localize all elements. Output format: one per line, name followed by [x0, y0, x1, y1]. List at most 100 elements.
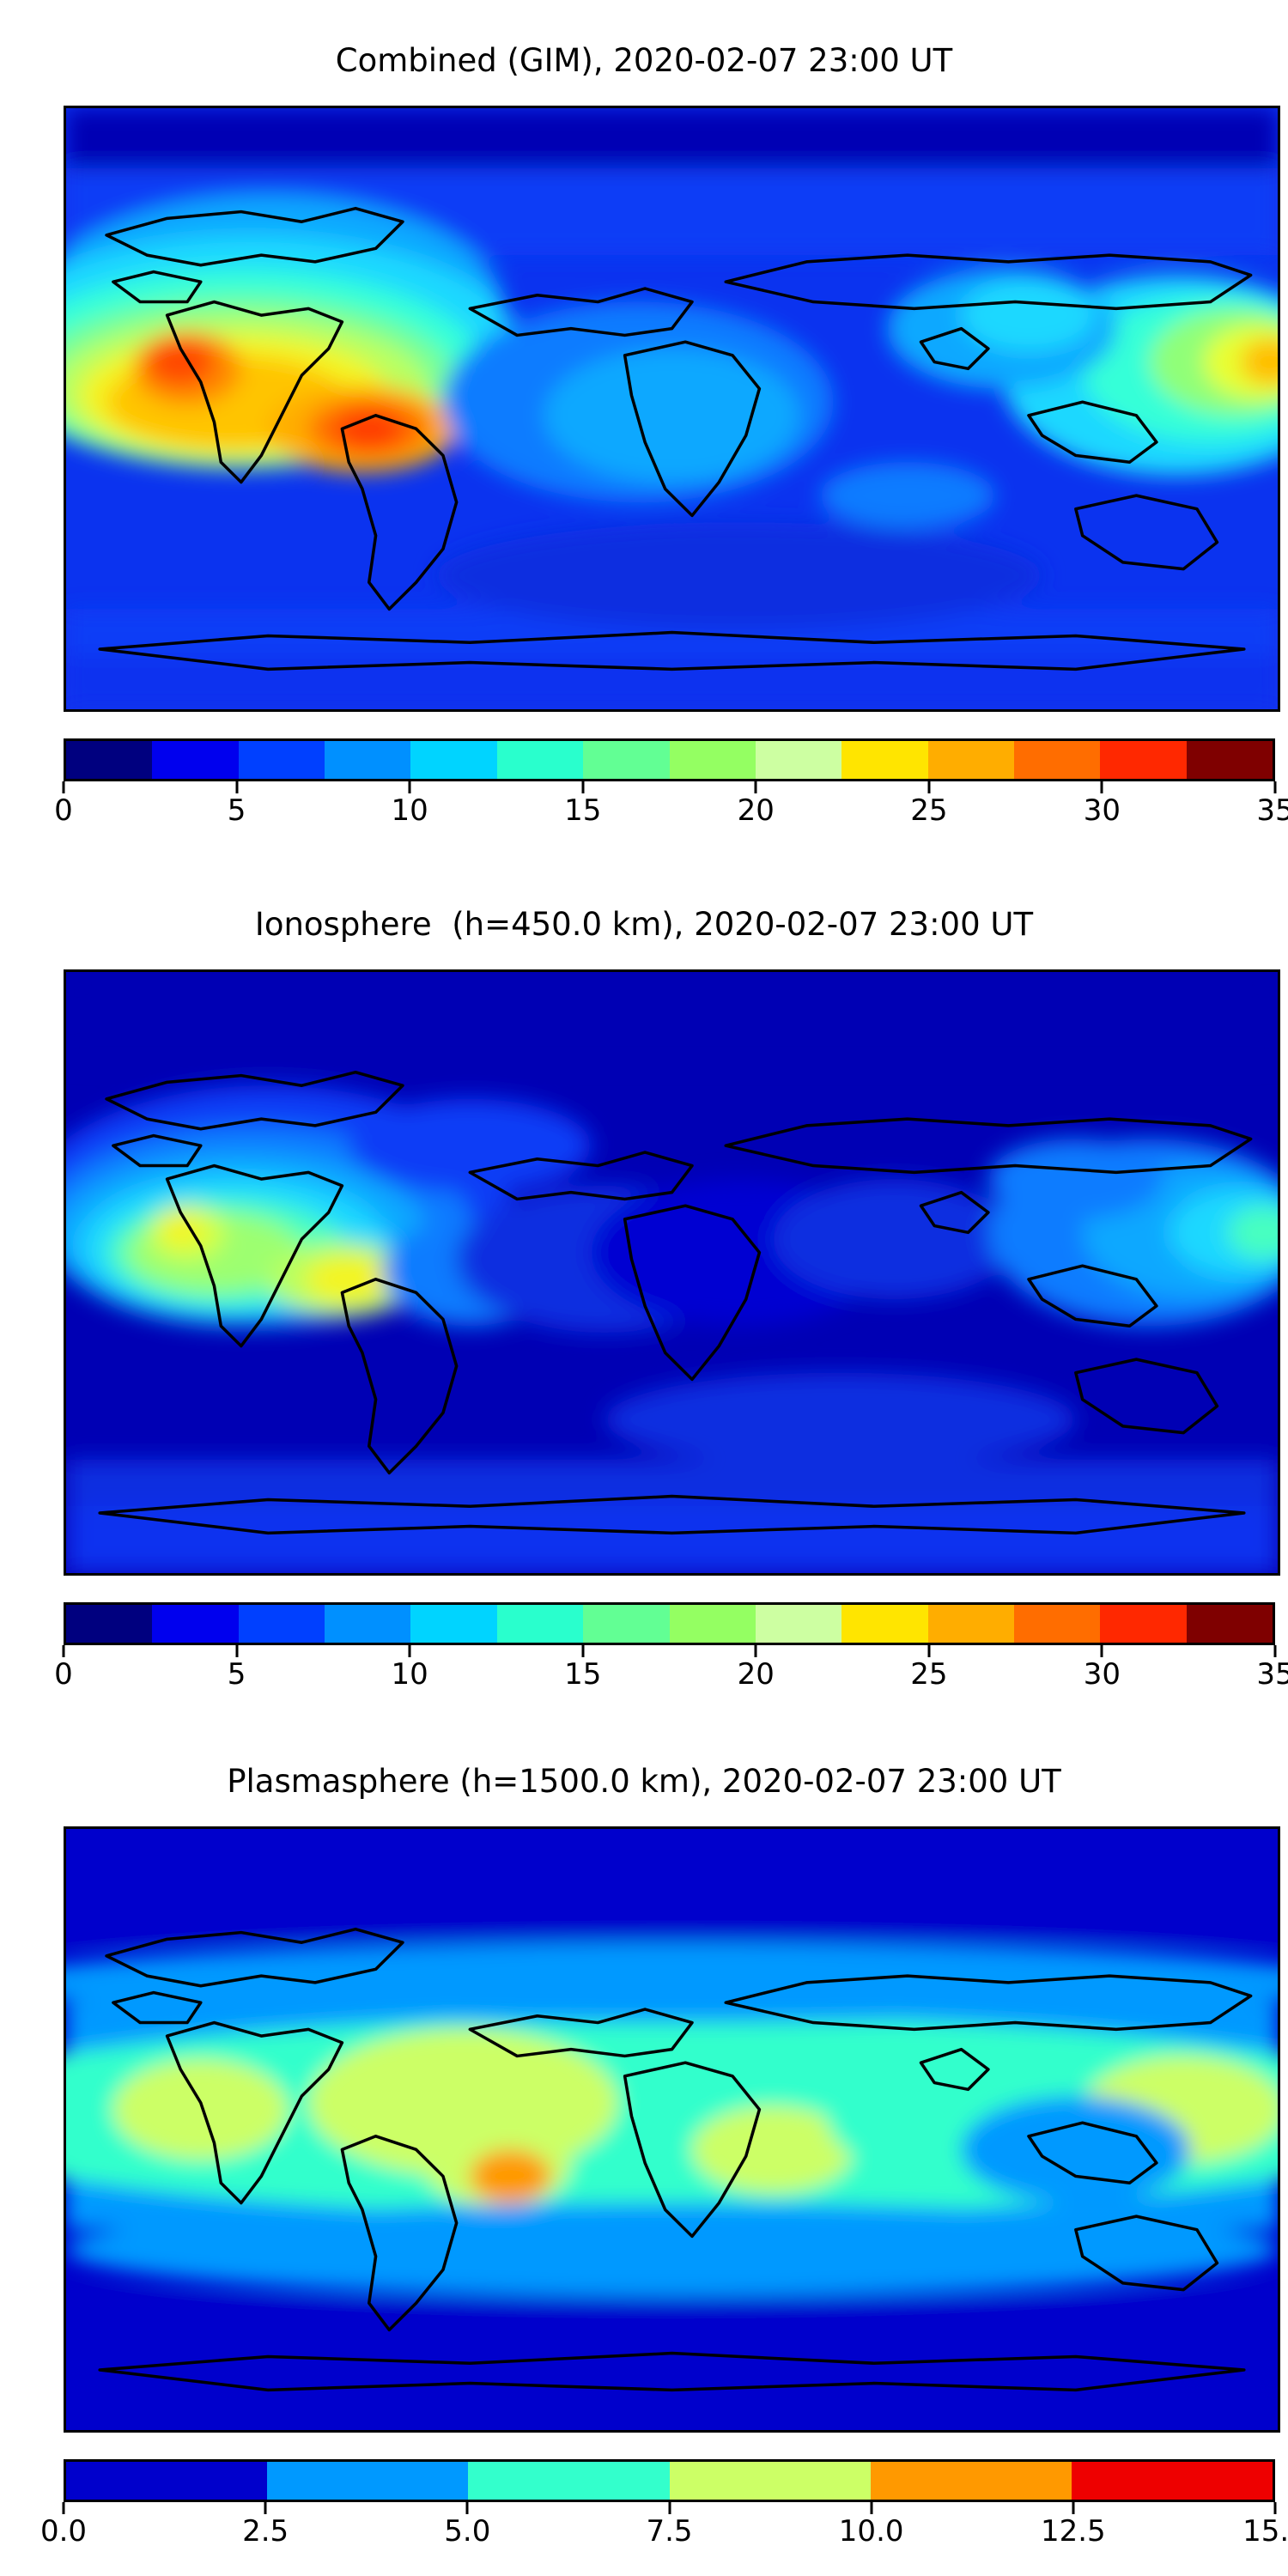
colorbar-tick-label: 5.0 — [444, 2514, 491, 2549]
colorbar-segment — [841, 1605, 928, 1643]
colorbar-tick-label: 10 — [391, 1657, 428, 1692]
map-plasmasphere — [64, 1826, 1280, 2433]
colorbar-segment — [927, 741, 1014, 779]
colorbar-segment — [669, 2462, 871, 2500]
colorbar-tick-label: 20 — [737, 1657, 775, 1692]
colorbar-tick — [235, 781, 239, 793]
colorbar-segment — [1100, 741, 1187, 779]
colorbar-segment — [66, 1605, 153, 1643]
colorbar-tick — [927, 1645, 931, 1657]
colorbar-segment — [1013, 741, 1101, 779]
colorbar-segment — [583, 1605, 670, 1643]
colorbar-tick-label: 30 — [1083, 1657, 1121, 1692]
colorbar-strip-plasmasphere — [64, 2459, 1275, 2502]
colorbar-tick — [870, 2502, 873, 2514]
map-field-combined — [66, 108, 1278, 709]
colorbar-tick — [754, 1645, 757, 1657]
colorbar-tick — [1273, 781, 1277, 793]
colorbar-tick — [1273, 1645, 1277, 1657]
colorbar-tick-label: 0 — [54, 1657, 73, 1692]
colorbar-segment — [755, 741, 842, 779]
colorbar-tick-label: 7.5 — [646, 2514, 693, 2549]
colorbar-segment — [669, 1605, 756, 1643]
colorbar-tick-label: 5 — [227, 1657, 246, 1692]
colorbar-segment — [755, 1605, 842, 1643]
colorbar-segment — [325, 741, 411, 779]
colorbar-tick — [754, 781, 757, 793]
colorbar-tick-label: 15 — [564, 1657, 602, 1692]
colorbar-tick — [62, 781, 65, 793]
colorbar-labels-plasmasphere: 0.0 2.5 5.0 7.5 10.0 12.5 15.0 — [40, 2514, 1288, 2555]
colorbar-segment — [927, 1605, 1014, 1643]
colorbar-tick — [1100, 1645, 1103, 1657]
colorbar-segment — [325, 1605, 411, 1643]
colorbar-tick — [927, 781, 931, 793]
colorbar-tick-label: 2.5 — [242, 2514, 289, 2549]
colorbar-segment — [1071, 2462, 1273, 2500]
colorbar-tick — [1100, 781, 1103, 793]
colorbar-segment — [238, 741, 325, 779]
colorbar-segment — [669, 741, 756, 779]
colorbar-segment — [152, 741, 239, 779]
colorbar-segment — [66, 741, 153, 779]
colorbar-segment — [468, 2462, 670, 2500]
colorbar-tick-label: 12.5 — [1040, 2514, 1106, 2549]
colorbar-segment — [496, 741, 584, 779]
colorbar-tick — [1072, 2502, 1075, 2514]
colorbar-ionosphere: 0 5 10 15 20 25 30 35 — [54, 1602, 1288, 1698]
colorbar-tick — [668, 2502, 671, 2514]
colorbar-segment — [870, 2462, 1072, 2500]
colorbar-tick — [264, 2502, 267, 2514]
colorbar-tick — [1273, 2502, 1277, 2514]
colorbar-segment — [267, 2462, 469, 2500]
colorbar-tick-label: 30 — [1083, 793, 1121, 828]
colorbar-tick-label: 20 — [737, 793, 775, 828]
colorbar-tick-label: 10.0 — [838, 2514, 904, 2549]
colorbar-segment — [1100, 1605, 1187, 1643]
colorbar-segment — [410, 1605, 497, 1643]
colorbar-tick — [581, 1645, 585, 1657]
colorbar-tick — [408, 1645, 411, 1657]
colorbar-segment — [1186, 1605, 1273, 1643]
map-field-ionosphere — [66, 972, 1278, 1573]
colorbar-segment — [410, 741, 497, 779]
panel-title-combined: Combined (GIM), 2020-02-07 23:00 UT — [335, 42, 953, 79]
colorbar-tick-label: 10 — [391, 793, 428, 828]
map-combined — [64, 106, 1280, 712]
colorbar-tick-label: 15 — [564, 793, 602, 828]
colorbar-segment — [1186, 741, 1273, 779]
colorbar-labels-ionosphere: 0 5 10 15 20 25 30 35 — [54, 1657, 1288, 1698]
colorbar-tick-label: 0 — [54, 793, 73, 828]
colorbar-tick — [465, 2502, 469, 2514]
colorbar-segment — [238, 1605, 325, 1643]
colorbar-segment — [1013, 1605, 1101, 1643]
colorbar-segment — [583, 741, 670, 779]
panel-ionosphere: Ionosphere (h=450.0 km), 2020-02-07 23:0… — [0, 908, 1288, 940]
colorbar-strip-ionosphere — [64, 1602, 1275, 1645]
colorbar-combined: 0 5 10 15 20 25 30 35 — [54, 738, 1288, 835]
colorbar-ticks-plasmasphere — [62, 2502, 1277, 2516]
panel-title-ionosphere: Ionosphere (h=450.0 km), 2020-02-07 23:0… — [254, 906, 1034, 943]
colorbar-tick-label: 0.0 — [39, 2514, 88, 2549]
colorbar-tick — [62, 2502, 65, 2514]
colorbar-tick — [408, 781, 411, 793]
panel-combined: Combined (GIM), 2020-02-07 23:00 UT — [0, 45, 1288, 76]
colorbar-tick-label: 15.0 — [1242, 2514, 1288, 2549]
colorbar-tick-label: 35 — [1256, 1657, 1288, 1692]
colorbar-segment — [66, 2462, 268, 2500]
colorbar-plasmasphere: 0.0 2.5 5.0 7.5 10.0 12.5 15.0 — [40, 2459, 1288, 2555]
colorbar-segment — [841, 741, 928, 779]
colorbar-strip-combined — [64, 738, 1275, 781]
colorbar-ticks-combined — [62, 781, 1277, 795]
colorbar-tick — [581, 781, 585, 793]
colorbar-tick-label: 35 — [1256, 793, 1288, 828]
map-ionosphere — [64, 969, 1280, 1576]
colorbar-tick — [62, 1645, 65, 1657]
colorbar-tick-label: 5 — [227, 793, 246, 828]
colorbar-ticks-ionosphere — [62, 1645, 1277, 1659]
colorbar-tick — [235, 1645, 239, 1657]
colorbar-labels-combined: 0 5 10 15 20 25 30 35 — [54, 793, 1288, 835]
panel-plasmasphere: Plasmasphere (h=1500.0 km), 2020-02-07 2… — [0, 1765, 1288, 1797]
colorbar-segment — [496, 1605, 584, 1643]
